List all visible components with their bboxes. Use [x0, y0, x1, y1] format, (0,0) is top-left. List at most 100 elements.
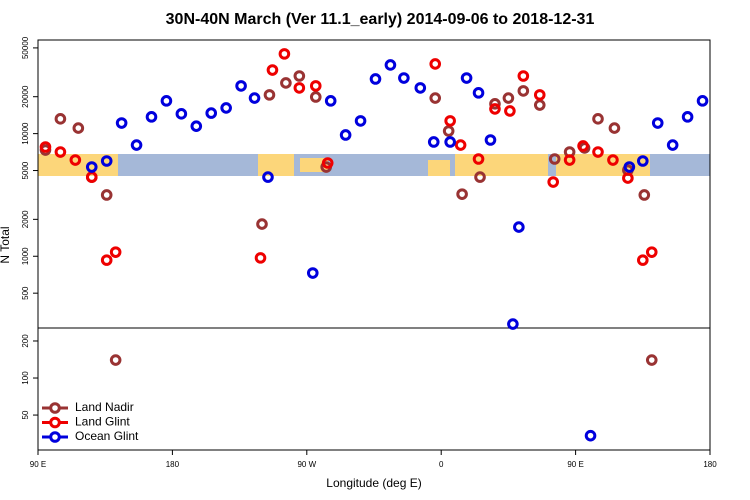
point [280, 77, 292, 89]
point [563, 154, 576, 166]
y-tick-label: 100 [21, 371, 30, 385]
point [454, 139, 467, 151]
point [507, 318, 519, 330]
point [429, 58, 442, 70]
point [220, 102, 232, 114]
point [489, 98, 501, 110]
point [100, 155, 113, 167]
legend-marker [49, 402, 61, 414]
point [306, 267, 319, 279]
y-tick-label: 200 [21, 334, 30, 348]
point [384, 59, 397, 71]
point [637, 254, 649, 266]
point [696, 95, 709, 107]
point [324, 95, 337, 107]
point [39, 141, 52, 153]
point [637, 155, 649, 167]
point [235, 80, 247, 92]
y-tick-label: 50000 [21, 36, 30, 59]
y-tick-label: 2000 [21, 210, 30, 228]
point [548, 153, 561, 165]
point [109, 354, 122, 366]
point [339, 129, 352, 141]
point [608, 122, 621, 134]
chart-title: 30N-40N March (Ver 11.1_early) 2014-09-0… [166, 11, 595, 28]
map-strip [38, 154, 710, 176]
point [622, 172, 634, 184]
x-tick-label: 0 [439, 460, 444, 469]
point [547, 176, 560, 188]
legend-label: Land Nadir [75, 400, 134, 414]
point [513, 221, 525, 233]
point [309, 80, 322, 92]
point [354, 115, 367, 127]
legend-label: Ocean Glint [75, 429, 139, 443]
point [100, 189, 113, 201]
x-tick-label: 90 E [567, 460, 583, 469]
legend-label: Land Glint [75, 415, 130, 429]
point [100, 254, 113, 266]
point [309, 91, 322, 103]
point [256, 218, 268, 230]
point [266, 64, 279, 76]
point [460, 72, 473, 84]
point [109, 246, 122, 258]
point [293, 82, 306, 94]
point [474, 171, 486, 183]
y-axis-label: N Total [0, 226, 12, 263]
y-tick-label: 10000 [21, 122, 30, 145]
y-tick-label: 1000 [21, 247, 30, 265]
point [517, 85, 530, 97]
point [456, 188, 468, 200]
x-axis-label: Longitude (deg E) [326, 476, 421, 490]
point [504, 105, 516, 117]
point [607, 154, 619, 166]
point [248, 92, 261, 104]
point [160, 95, 173, 107]
point [623, 161, 636, 173]
point [278, 48, 291, 60]
point [72, 122, 85, 134]
x-tick-label: 90 E [30, 460, 46, 469]
point [638, 189, 651, 201]
point [398, 72, 410, 84]
point [533, 99, 546, 111]
point [517, 70, 530, 82]
y-tick-label: 20000 [21, 85, 30, 108]
point [584, 429, 597, 442]
point [484, 134, 497, 146]
point [681, 111, 694, 123]
point [645, 354, 658, 366]
point [115, 117, 128, 129]
point [502, 92, 515, 104]
point [263, 89, 276, 101]
y-tick-label: 50 [21, 410, 30, 419]
point [321, 157, 334, 169]
point [145, 111, 158, 123]
point [254, 252, 267, 264]
point [190, 120, 203, 132]
point [54, 146, 67, 158]
y-tick-label: 500 [21, 286, 30, 300]
point [592, 113, 604, 125]
legend-marker [49, 431, 61, 443]
point [54, 113, 67, 125]
point [489, 103, 501, 115]
point [369, 73, 382, 85]
point [427, 136, 440, 148]
x-tick-label: 180 [703, 460, 717, 469]
point [533, 89, 546, 101]
point [472, 87, 485, 99]
point [442, 125, 455, 137]
point [130, 139, 143, 151]
point [429, 92, 442, 104]
point [444, 136, 456, 148]
x-tick-label: 180 [166, 460, 180, 469]
point [293, 70, 306, 82]
point [175, 108, 188, 120]
point [414, 82, 427, 94]
point [262, 171, 274, 183]
point [85, 171, 98, 183]
point [205, 107, 218, 119]
